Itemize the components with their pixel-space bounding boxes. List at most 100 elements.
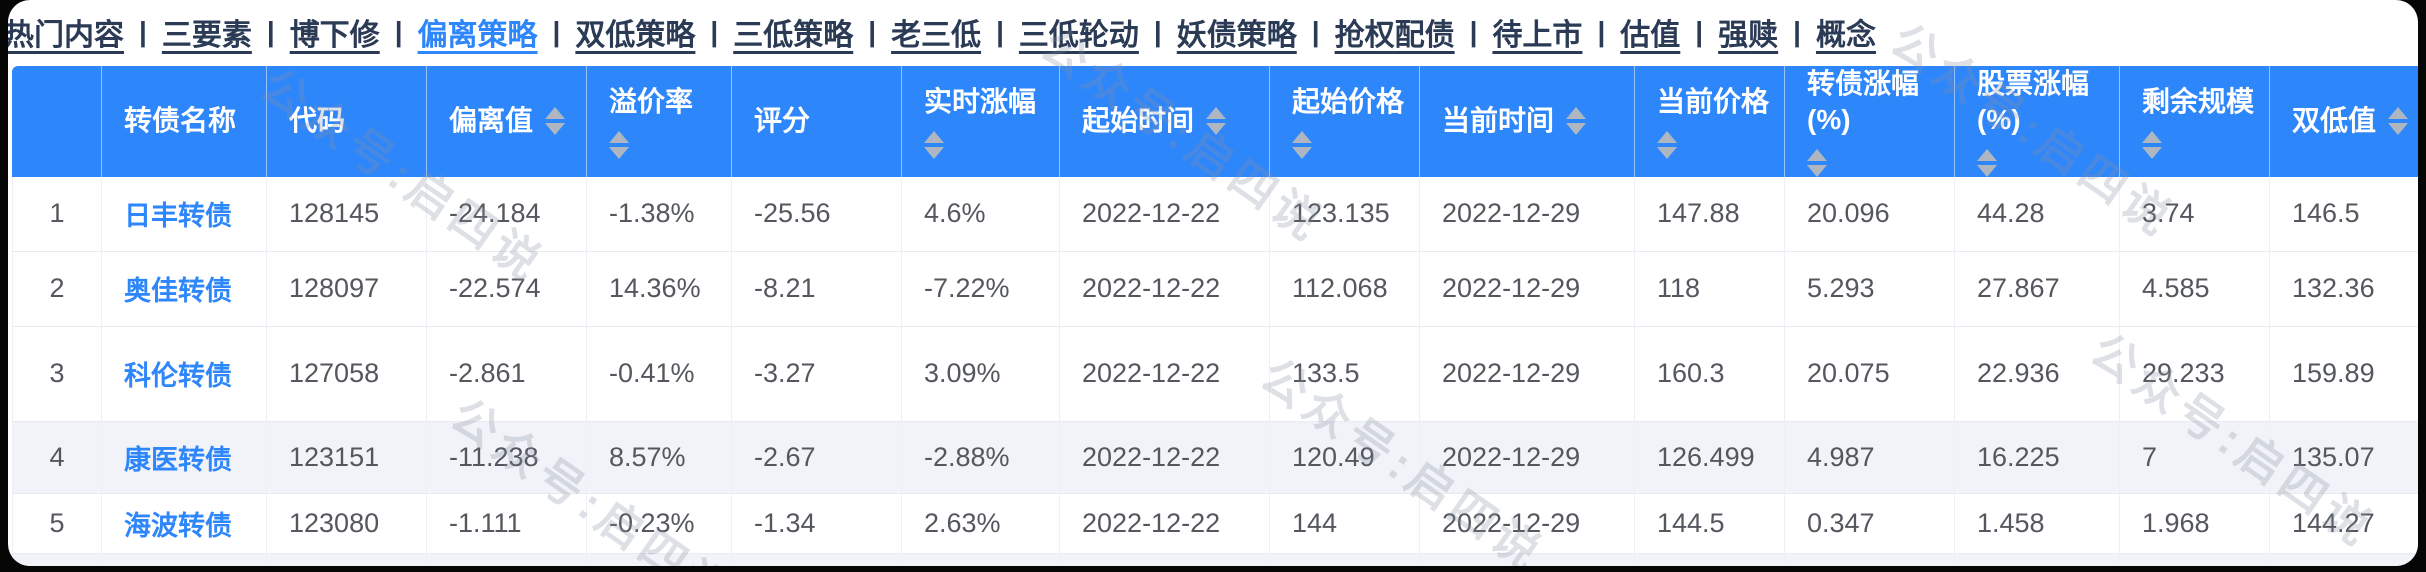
- sort-arrows-icon[interactable]: [609, 130, 629, 159]
- nav-item-6[interactable]: 老三低: [891, 19, 982, 52]
- bond-name-cell: 奥佳转债: [102, 251, 267, 327]
- nav-separator: |: [868, 16, 877, 47]
- table-cell: [102, 553, 267, 566]
- nav-item-12[interactable]: 强赎: [1718, 19, 1779, 52]
- table-cell: 146.5: [2270, 176, 2418, 252]
- sort-arrows-icon[interactable]: [1977, 148, 1997, 177]
- col-header-premium-rate[interactable]: 溢价率: [587, 66, 732, 177]
- nav-item-11[interactable]: 估值: [1620, 19, 1681, 52]
- nav-separator: |: [1311, 16, 1320, 47]
- sort-arrows-icon[interactable]: [1807, 148, 1827, 177]
- table-cell: 127058: [267, 326, 427, 422]
- table-cell: 123.135: [1270, 176, 1420, 252]
- col-header-current-time[interactable]: 当前时间: [1420, 66, 1635, 177]
- nav-separator: |: [710, 16, 719, 47]
- sort-arrows-icon[interactable]: [1292, 130, 1312, 159]
- table-cell: -3.27: [732, 326, 902, 422]
- table-header-row: 转债名称 代码 偏离值 溢价率 评分 实时涨幅 起始时间 起始价格 当前时间 当前价格 转债涨幅 (…: [12, 66, 2418, 177]
- col-header-deviation[interactable]: 偏离值: [427, 66, 587, 177]
- col-header-double-low[interactable]: 双低值: [2270, 66, 2418, 177]
- nav-separator: |: [1597, 16, 1606, 47]
- col-header-label: 双低值: [2292, 105, 2377, 137]
- col-header-current-price[interactable]: 当前价格: [1635, 66, 1785, 177]
- nav-item-10[interactable]: 待上市: [1492, 19, 1583, 52]
- table-cell: 135.07: [2270, 421, 2418, 494]
- nav-item-9[interactable]: 抢权配债: [1334, 19, 1455, 52]
- table-cell: 144: [1270, 493, 1420, 554]
- nav-item-3-active[interactable]: 偏离策略: [417, 19, 538, 52]
- table-cell: [1420, 553, 1635, 566]
- nav-separator: |: [552, 16, 561, 47]
- bond-name-cell: 康医转债: [102, 421, 267, 494]
- col-header-bond-change-pct[interactable]: 转债涨幅 (%): [1785, 66, 1955, 177]
- table-cell: [267, 553, 427, 566]
- table-cell: -0.41%: [587, 326, 732, 422]
- bond-name-cell: 日丰转债: [102, 176, 267, 252]
- table-cell: [1060, 553, 1270, 566]
- table-cell: 8.57%: [587, 421, 732, 494]
- col-header-label: 转债涨幅 (%): [1807, 68, 1920, 136]
- row-index-cell: 3: [12, 326, 102, 422]
- table-cell: 112.068: [1270, 251, 1420, 327]
- table-cell: [1270, 553, 1420, 566]
- sort-arrows-icon[interactable]: [2388, 107, 2409, 136]
- nav-item-8[interactable]: 妖债策略: [1176, 19, 1297, 52]
- nav-item-7[interactable]: 三低轮动: [1018, 19, 1139, 52]
- table-cell: 2022-12-22: [1060, 251, 1270, 327]
- nav-separator: |: [996, 16, 1004, 47]
- col-header-label: 代码: [289, 105, 346, 137]
- col-header-label: 剩余规模: [2142, 86, 2255, 118]
- row-index-cell: 5: [12, 493, 102, 554]
- table-cell: 44.28: [1955, 176, 2120, 252]
- table-cell: [1955, 553, 2120, 566]
- table-cell: 2022-12-29: [1420, 493, 1635, 554]
- table-cell: 0.347: [1785, 493, 1955, 554]
- table-cell: 22.936: [1955, 326, 2120, 422]
- row-index-cell: 2: [12, 251, 102, 327]
- table-cell: -1.111: [427, 493, 587, 554]
- sort-arrows-icon[interactable]: [2142, 130, 2162, 159]
- nav-item-0[interactable]: 热门内容: [8, 19, 124, 52]
- nav-item-4[interactable]: 双低策略: [575, 19, 696, 52]
- sort-arrows-icon[interactable]: [924, 130, 944, 159]
- col-header-start-time[interactable]: 起始时间: [1060, 66, 1270, 177]
- table-cell: [732, 553, 902, 566]
- table-row: 5 海波转债 123080 -1.111 -0.23% -1.34 2.63% 2022-12…: [12, 493, 2418, 554]
- table-cell: 128145: [267, 176, 427, 252]
- sort-arrows-icon[interactable]: [1206, 107, 1227, 136]
- table-cell: [2120, 553, 2270, 566]
- bond-name-link[interactable]: 康医转债: [124, 444, 232, 475]
- sort-arrows-icon[interactable]: [1657, 130, 1677, 159]
- col-header-remaining-size[interactable]: 剩余规模: [2120, 66, 2270, 177]
- table-cell: 4.585: [2120, 251, 2270, 327]
- col-header-start-price[interactable]: 起始价格: [1270, 66, 1420, 177]
- col-header-realtime-change[interactable]: 实时涨幅: [902, 66, 1060, 177]
- bond-name-link[interactable]: 科伦转债: [124, 361, 232, 392]
- table-cell: 144.5: [1635, 493, 1785, 554]
- row-index-cell: 1: [12, 176, 102, 252]
- table-cell: 1.968: [2120, 493, 2270, 554]
- row-index-cell: 4: [12, 421, 102, 494]
- table-cell: -1.34: [732, 493, 902, 554]
- nav-item-1[interactable]: 三要素: [161, 19, 252, 52]
- table-cell: 2022-12-22: [1060, 176, 1270, 252]
- table-cell: 2.63%: [902, 493, 1060, 554]
- table-cell: 132.36: [2270, 251, 2418, 327]
- sort-arrows-icon[interactable]: [1566, 107, 1587, 136]
- table-cell: 3.74: [2120, 176, 2270, 252]
- table-cell: 4.6%: [902, 176, 1060, 252]
- nav-separator: |: [1153, 16, 1162, 47]
- col-header-stock-change-pct[interactable]: 股票涨幅 (%): [1955, 66, 2120, 177]
- table-row: 4 康医转债 123151 -11.238 8.57% -2.67 -2.88% 2022-1…: [12, 421, 2418, 494]
- table-cell: [1635, 553, 1785, 566]
- bond-name-link[interactable]: 日丰转债: [124, 201, 232, 232]
- bond-name-link[interactable]: 奥佳转债: [124, 276, 232, 307]
- nav-item-5[interactable]: 三低策略: [733, 19, 854, 52]
- bond-name-link[interactable]: 海波转债: [124, 510, 232, 541]
- table-cell: 128097: [267, 251, 427, 327]
- nav-item-13[interactable]: 概念: [1815, 19, 1876, 52]
- nav-item-2[interactable]: 博下修: [289, 19, 380, 52]
- table-cell: 16.225: [1955, 421, 2120, 494]
- sort-arrows-icon[interactable]: [545, 107, 566, 136]
- table-cell: -24.184: [427, 176, 587, 252]
